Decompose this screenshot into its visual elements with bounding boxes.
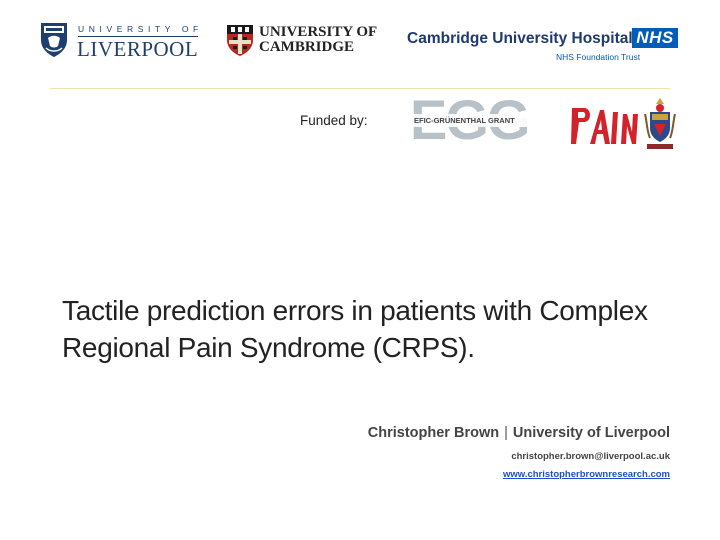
presenter-email: christopher.brown@liverpool.ac.uk <box>511 451 670 462</box>
cambridge-name: UNIVERSITY OF CAMBRIDGE <box>259 25 377 55</box>
liverpool-shield-icon <box>41 23 67 57</box>
liverpool-top-text: UNIVERSITY OF <box>78 24 203 34</box>
presentation-title: Tactile prediction errors in patients wi… <box>62 295 648 363</box>
presenter-line: Christopher Brown | University of Liverpoo… <box>368 425 670 441</box>
cuh-name: Cambridge University Hospitals <box>407 30 642 47</box>
egg-band <box>412 114 538 127</box>
university-of-liverpool-logo: UNIVERSITY OF LIVERPOOL <box>40 22 200 62</box>
liverpool-name: LIVERPOOL <box>77 37 199 61</box>
cambridge-shield-icon <box>227 25 253 56</box>
presenter-name: Christopher Brown <box>367 425 500 441</box>
cambridge-line-2: CAMBRIDGE <box>259 39 355 55</box>
heraldic-crest-icon <box>644 98 676 149</box>
liverpool-rule <box>78 36 198 37</box>
presenter-separator: | <box>504 425 508 441</box>
presenter-website-link[interactable]: www.christopherbrownresearch.com <box>503 469 670 480</box>
cambridge-line-1: UNIVERSITY OF <box>259 24 378 40</box>
funded-by-label: Funded by: <box>300 113 368 128</box>
presenter-affiliation: University of Liverpool <box>512 425 670 441</box>
efic-grunenthal-grant-logo: EGG EFIC-GRÜNENTHAL GRANT <box>410 90 540 150</box>
header-divider <box>50 88 670 89</box>
cuh-trust-text: NHS Foundation Trust <box>556 52 641 62</box>
university-of-cambridge-logo: UNIVERSITY OF CAMBRIDGE <box>226 24 386 60</box>
cambridge-university-hospitals-logo: Cambridge University Hospitals NHS NHS F… <box>404 26 684 62</box>
pain-society-logo <box>571 108 638 144</box>
egg-grant-text: EFIC-GRÜNENTHAL GRANT <box>414 116 515 125</box>
nhs-badge: NHS <box>632 28 678 48</box>
